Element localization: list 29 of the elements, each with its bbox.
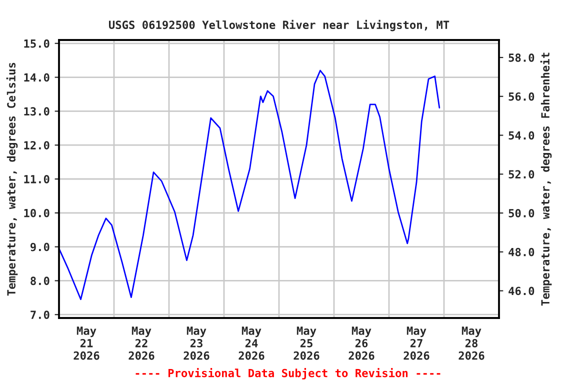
y2-tick-label: 56.0: [508, 92, 534, 101]
y2-tick-label: 48.0: [508, 248, 534, 256]
y-tick-label: 11.0: [24, 174, 50, 184]
line-series: [59, 70, 440, 300]
y-tick-label: 14.0: [24, 73, 50, 82]
x-tick-label: May 25 2026: [294, 326, 320, 360]
y2-tick-label: 46.0: [508, 286, 534, 296]
chart-title: USGS 06192500 Yellowstone River near Livingston, MT: [109, 20, 450, 32]
y2-tick-label: 58.0: [508, 53, 534, 62]
y2-tick-label: 52.0: [508, 170, 534, 179]
x-tick-label: May 27 2026: [404, 326, 430, 360]
y-tick-label: 12.0: [24, 141, 50, 150]
y-tick-label: 10.0: [24, 208, 50, 218]
y-tick-label: 15.0: [24, 39, 50, 48]
x-tick-label: May 26 2026: [348, 326, 374, 360]
y2-axis-title: Temperature, water, degrees Fahrenheit: [540, 52, 552, 306]
y-tick-label: 9.0: [30, 242, 50, 252]
y-tick-label: 7.0: [30, 310, 50, 319]
x-tick-label: May 21 2026: [74, 326, 100, 360]
y2-tick-label: 50.0: [508, 208, 534, 218]
text: ---- Provisional Data Subject to Revision ----: [136, 368, 440, 380]
x-tick-label: May 23 2026: [184, 326, 210, 360]
y2-tick-label: 54.0: [508, 131, 534, 140]
x-tick-label: May 28 2026: [458, 326, 484, 360]
x-tick-label: May 22 2026: [128, 326, 154, 360]
x-tick-label: May 24 2026: [238, 326, 264, 360]
y-tick-label: 13.0: [24, 107, 50, 116]
y-tick-label: 8.0: [30, 276, 50, 286]
y-axis-title: Temperature, water, degrees Celsius: [6, 62, 18, 296]
